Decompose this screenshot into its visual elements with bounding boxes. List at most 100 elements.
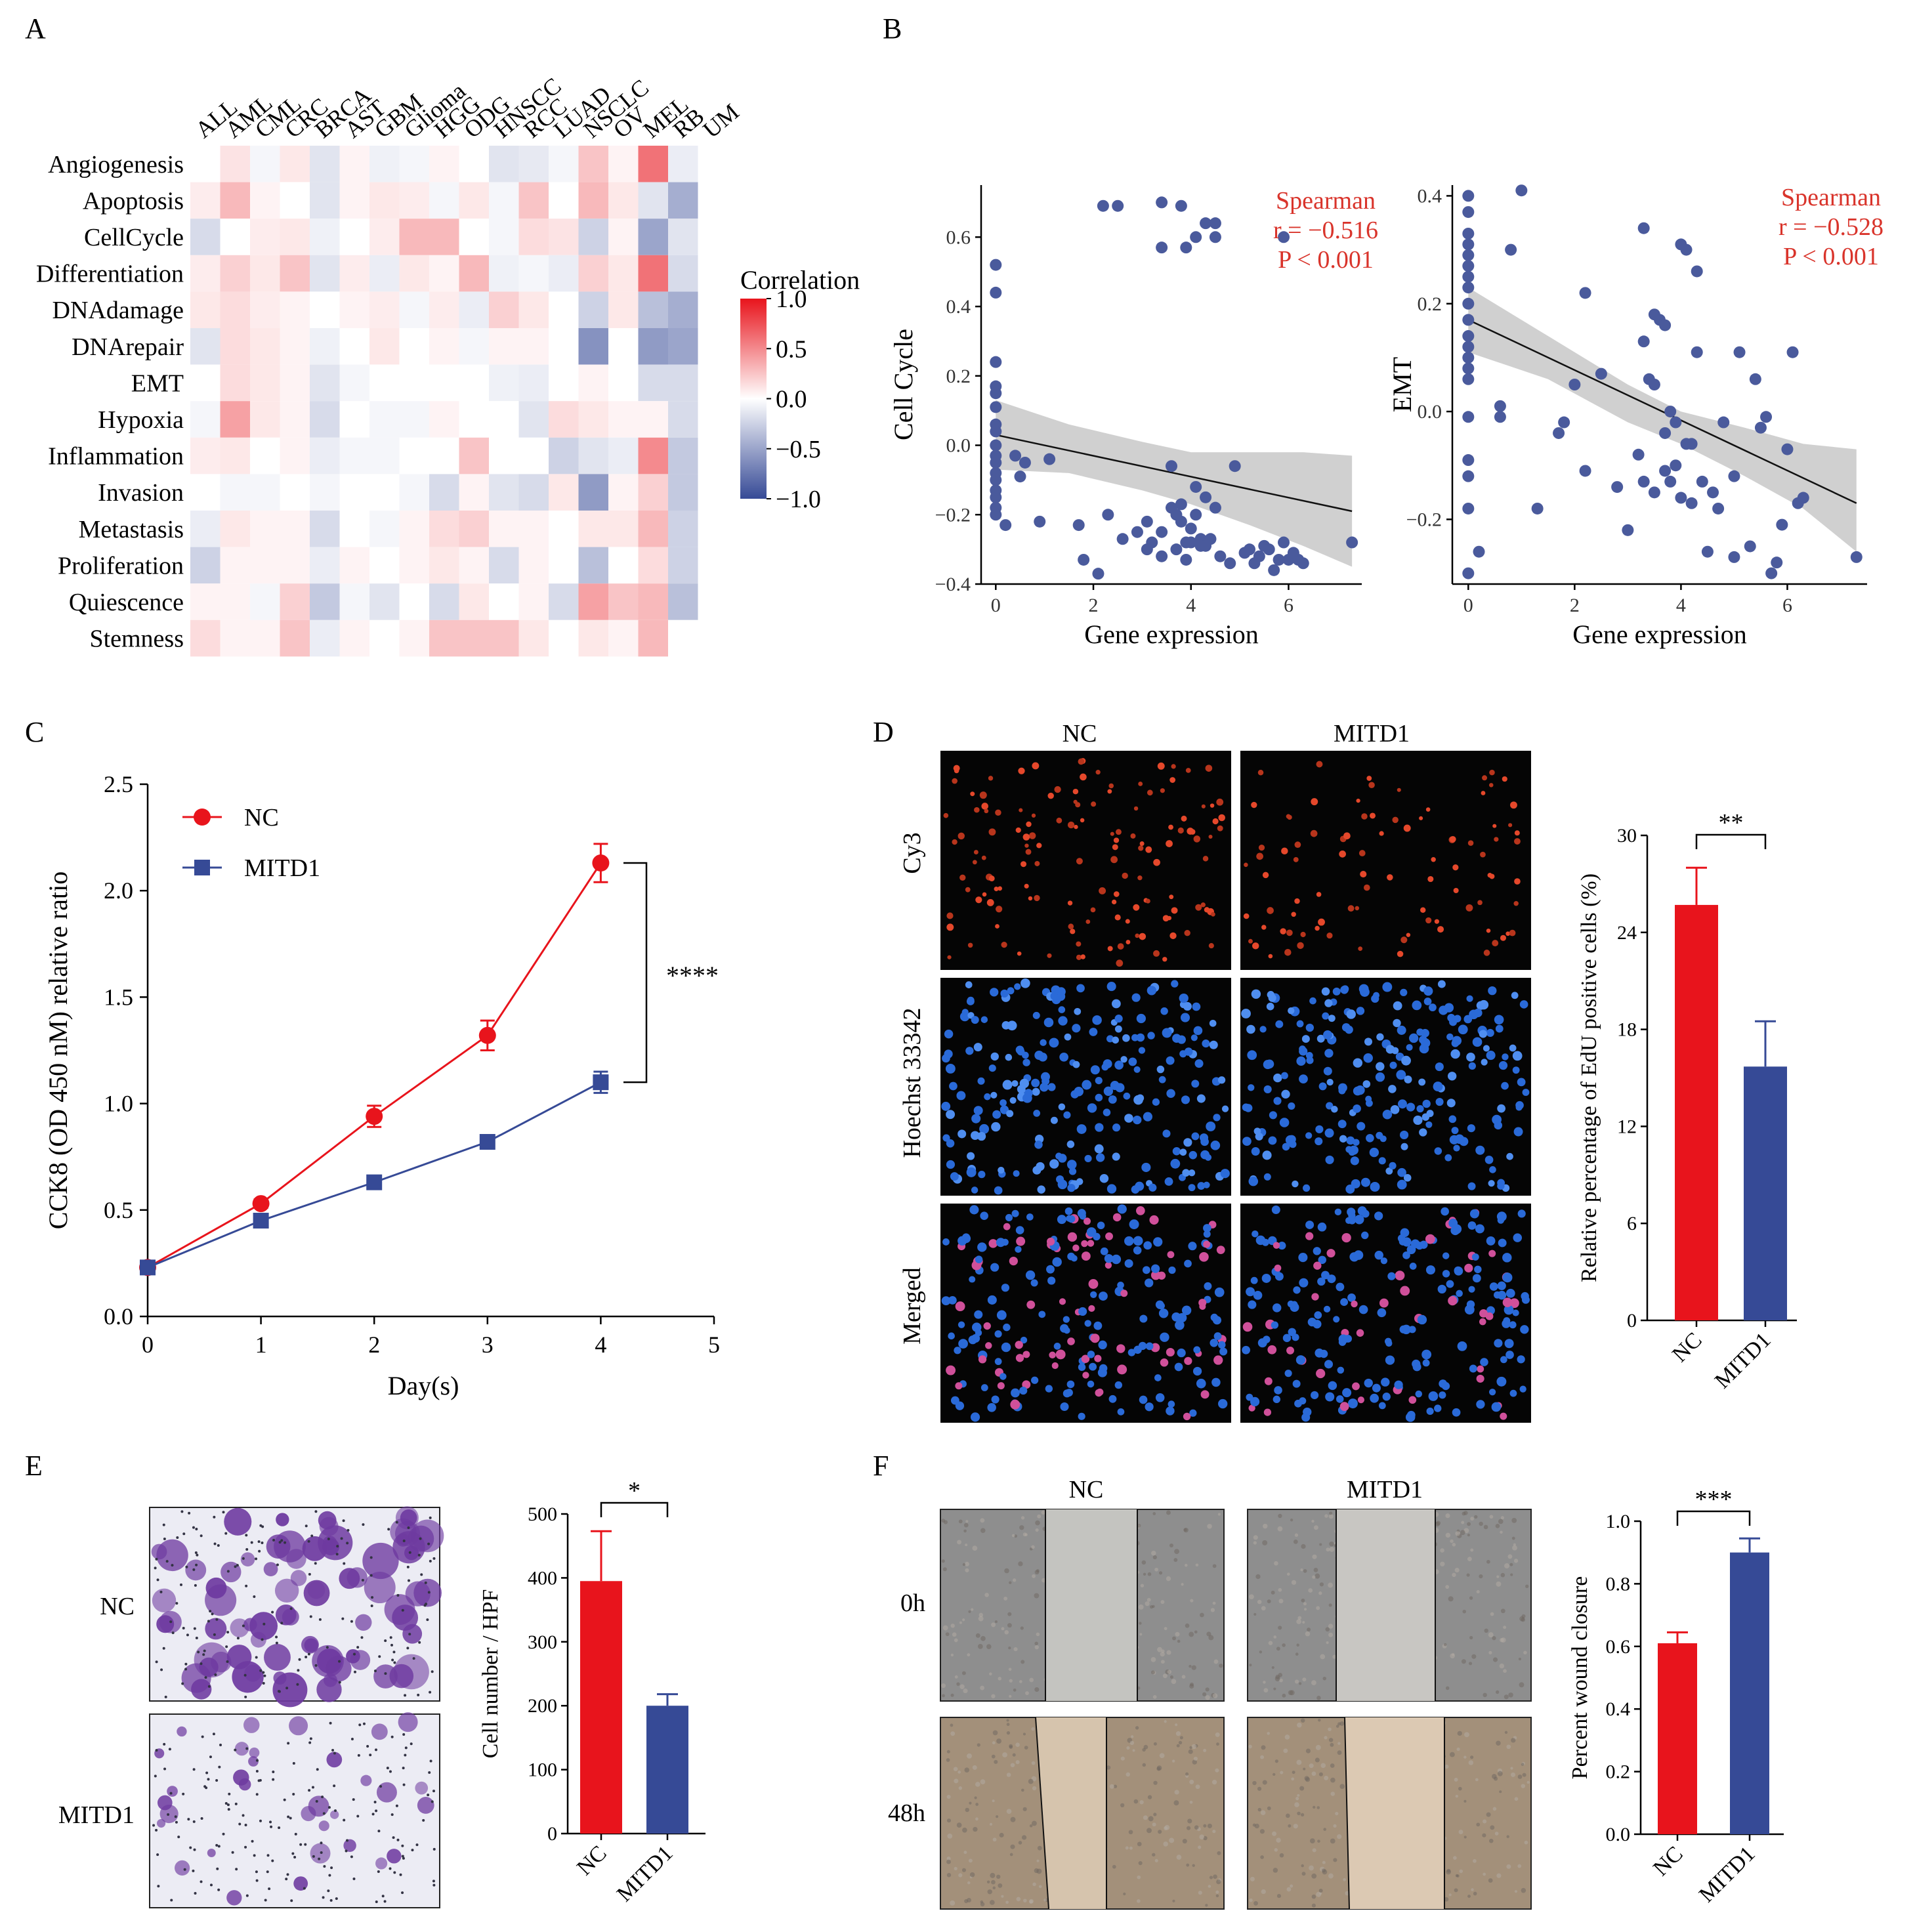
cell-nucleus: [1047, 1276, 1056, 1285]
scatter-point: [1214, 550, 1227, 562]
heatmap-cell: [668, 364, 698, 402]
cell-nucleus: [1246, 1393, 1253, 1401]
cell-texture: [1031, 1761, 1036, 1765]
cell-nucleus: [1425, 1121, 1433, 1128]
membrane-pore: [308, 1572, 311, 1576]
cell-nucleus: [1362, 1080, 1371, 1088]
heatmap-cell: [578, 401, 608, 438]
cell-nucleus: [1347, 1398, 1358, 1409]
cell-nucleus: [961, 1009, 969, 1016]
y-tick-label: −0.2: [1406, 509, 1442, 530]
membrane-pore: [272, 1538, 276, 1542]
membrane-pore: [213, 1542, 217, 1545]
cell-texture: [1445, 1532, 1451, 1538]
cell-nucleus: [1242, 1137, 1252, 1146]
cell-texture: [1332, 1654, 1337, 1659]
membrane-pore: [167, 1813, 170, 1816]
cell-nucleus: [1449, 1135, 1459, 1144]
membrane-pore: [255, 1879, 259, 1882]
membrane-pore: [272, 1771, 275, 1773]
heatmap-cell: [399, 547, 429, 584]
bar-mitd1: [646, 1706, 688, 1834]
heatmap-cell: [518, 219, 549, 255]
cell-nucleus: [1288, 1102, 1295, 1110]
cell-texture: [967, 1898, 972, 1903]
membrane-pore: [165, 1560, 169, 1563]
cell-nucleus: [1399, 1325, 1408, 1334]
heatmap-cell: [698, 219, 728, 255]
cell-texture: [1259, 1829, 1265, 1834]
y-tick-label: 400: [528, 1567, 557, 1589]
cell-nucleus: [948, 1296, 957, 1305]
membrane-pore: [373, 1670, 377, 1673]
cell-nucleus: [986, 898, 994, 906]
cell-nucleus: [1047, 792, 1054, 799]
cell-nucleus: [980, 1384, 988, 1391]
cell-nucleus: [1246, 1024, 1255, 1034]
membrane-pore: [432, 1883, 436, 1887]
membrane-pore: [184, 1662, 188, 1666]
heatmap-cell: [698, 620, 728, 657]
cell-nucleus: [1261, 925, 1267, 930]
heatmap-cell: [190, 146, 221, 182]
heatmap-cell: [280, 146, 310, 182]
cell-nucleus: [1057, 1215, 1066, 1225]
membrane-pore: [286, 1873, 289, 1876]
cell-texture: [1254, 1823, 1259, 1829]
cell-nucleus: [1487, 873, 1492, 878]
scatter-point: [1648, 486, 1660, 499]
bar-chart-wound: 0.00.20.40.60.81.0NC MITD1***Percent woun…: [1568, 1486, 1784, 1907]
cell-texture: [1034, 1641, 1038, 1646]
y-tick-label: 30: [1617, 825, 1637, 847]
heatmap-cell: [220, 620, 250, 657]
heatmap-cell: [518, 547, 549, 584]
cell-nucleus: [1488, 1389, 1496, 1396]
cell-nucleus: [1011, 1388, 1020, 1398]
cell-texture: [1315, 1573, 1320, 1579]
migrated-cell-cluster: [355, 1614, 372, 1631]
cell-nucleus: [1374, 1250, 1383, 1260]
cell-nucleus: [1454, 1267, 1463, 1276]
cell-texture: [967, 1881, 971, 1885]
membrane-pore: [222, 1511, 225, 1514]
cell-texture: [1205, 1904, 1208, 1907]
membrane-pore: [268, 1887, 271, 1891]
cell-nucleus: [1456, 1290, 1463, 1297]
x-tick-label: 2: [1570, 595, 1580, 616]
cell-nucleus: [1171, 907, 1178, 914]
heatmap-cell: [429, 328, 459, 365]
migrated-cell-cluster: [343, 1839, 356, 1853]
cell-nucleus: [1281, 1072, 1288, 1080]
cell-texture: [1187, 1818, 1192, 1824]
heatmap-cell: [518, 328, 549, 365]
cell-texture: [1482, 1833, 1486, 1838]
cell-nucleus: [1201, 804, 1206, 808]
cell-texture: [1143, 1744, 1148, 1750]
heatmap-cell: [369, 328, 400, 365]
cell-nucleus: [1339, 1135, 1347, 1143]
scatter-point: [1185, 522, 1197, 535]
membrane-pore: [192, 1526, 195, 1529]
cell-nucleus: [972, 860, 977, 865]
cell-nucleus: [1145, 1342, 1154, 1351]
cell-texture: [1436, 1521, 1441, 1526]
membrane-pore: [350, 1737, 354, 1740]
cell-texture: [1202, 1692, 1207, 1696]
cell-nucleus: [1352, 1382, 1360, 1391]
cell-nucleus: [1282, 1143, 1290, 1151]
membrane-pore: [157, 1885, 160, 1888]
heatmap-cell: [459, 437, 489, 474]
heatmap-cell: [339, 328, 369, 365]
cell-nucleus: [1026, 821, 1032, 828]
membrane-pore: [255, 1769, 259, 1773]
cell-texture: [980, 1528, 986, 1533]
cell-nucleus: [1517, 1078, 1526, 1087]
cell-texture: [1286, 1813, 1290, 1818]
cell-nucleus: [1265, 1059, 1274, 1069]
heatmap-cell: [549, 437, 579, 474]
cell-nucleus: [1296, 1056, 1306, 1066]
cell-nucleus: [1364, 1378, 1373, 1388]
cell-nucleus: [1517, 1209, 1526, 1218]
cell-texture: [1511, 1518, 1517, 1523]
